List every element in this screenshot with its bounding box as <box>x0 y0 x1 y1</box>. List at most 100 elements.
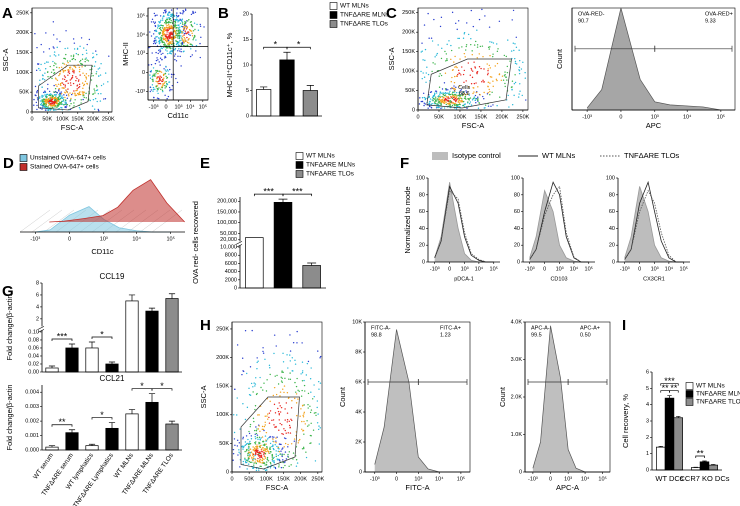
density-dot <box>309 411 312 414</box>
density-dot <box>287 443 289 446</box>
density-dot <box>178 28 181 31</box>
density-dot <box>304 390 306 392</box>
density-dot <box>78 86 81 88</box>
density-dot <box>179 18 181 21</box>
density-dot <box>165 49 167 51</box>
density-dot <box>254 433 256 435</box>
density-dot <box>154 75 156 77</box>
density-dot <box>185 32 188 34</box>
density-dot <box>239 453 241 455</box>
density-dot <box>183 34 185 36</box>
density-dot <box>428 101 431 103</box>
density-dot <box>191 54 193 56</box>
density-dot <box>70 102 72 105</box>
density-dot <box>311 398 314 400</box>
density-dot <box>149 70 152 73</box>
density-dot <box>441 100 443 102</box>
density-dot <box>49 100 52 102</box>
density-dot <box>250 438 253 440</box>
density-dot <box>245 459 248 461</box>
density-dot <box>264 435 267 437</box>
y-tick-label: 0.001 <box>25 433 39 439</box>
density-dot <box>61 100 64 103</box>
density-dot <box>189 34 191 37</box>
density-dot <box>461 66 463 68</box>
density-dot <box>195 39 197 41</box>
density-dot <box>67 61 69 64</box>
density-dot <box>66 47 69 49</box>
density-dot <box>468 103 471 105</box>
density-dot <box>62 62 64 65</box>
y-tick-label: 0 <box>26 109 29 115</box>
density-dot <box>301 428 303 430</box>
density-dot <box>271 453 273 456</box>
density-dot <box>34 94 36 96</box>
density-dot <box>170 9 173 11</box>
density-dot <box>104 98 107 100</box>
y-tick-label: 2.0K <box>511 394 523 400</box>
density-dot <box>507 39 509 41</box>
density-dot <box>514 81 517 84</box>
density-dot <box>256 434 259 436</box>
density-dot <box>437 44 439 46</box>
density-dot <box>449 97 451 99</box>
density-dot <box>459 90 462 92</box>
density-dot <box>175 29 178 32</box>
density-dot <box>307 404 309 406</box>
density-dot <box>149 74 151 76</box>
density-dot <box>155 59 158 62</box>
density-dot <box>155 29 157 31</box>
density-dot <box>439 93 441 95</box>
density-dot <box>180 25 183 28</box>
density-dot <box>180 65 182 67</box>
density-dot <box>518 66 521 68</box>
density-dot <box>80 102 82 104</box>
legend-swatch <box>432 152 448 160</box>
density-dot <box>156 87 158 90</box>
histogram-line <box>624 189 684 263</box>
density-dot <box>246 372 248 375</box>
density-dot <box>284 464 286 467</box>
density-dot <box>441 88 444 90</box>
density-dot <box>86 59 88 61</box>
density-dot <box>72 71 74 73</box>
density-dot <box>247 442 249 445</box>
density-dot <box>46 93 48 96</box>
density-dot <box>262 440 265 443</box>
density-dot <box>49 55 51 57</box>
x-tick-label: 10⁵ <box>199 103 207 110</box>
density-dot <box>273 386 276 389</box>
density-dot <box>72 82 75 85</box>
density-dot <box>83 83 86 86</box>
density-dot <box>496 50 499 53</box>
density-dot <box>81 82 84 84</box>
density-dot <box>165 65 167 68</box>
density-dot <box>307 392 310 395</box>
density-dot <box>482 95 484 98</box>
histogram-line <box>624 180 684 263</box>
density-dot <box>290 418 292 420</box>
density-dot <box>168 86 171 89</box>
density-dot <box>77 53 79 56</box>
bar <box>125 300 139 373</box>
density-dot <box>273 456 275 459</box>
density-dot <box>47 97 50 100</box>
density-dot <box>39 96 41 98</box>
density-dot <box>178 19 180 22</box>
density-dot <box>265 450 267 453</box>
density-dot <box>487 86 489 88</box>
axis-break <box>237 241 243 246</box>
density-dot <box>256 451 259 453</box>
density-dot <box>252 391 254 393</box>
density-dot <box>149 77 152 79</box>
density-dot <box>67 74 69 76</box>
density-dot <box>286 354 288 356</box>
density-dot <box>422 59 424 61</box>
density-dot <box>62 83 65 86</box>
density-dot <box>64 92 66 94</box>
density-dot <box>438 75 440 77</box>
x-tick-label: 10³ <box>100 236 108 242</box>
density-dot <box>64 69 67 72</box>
density-dot <box>301 370 304 372</box>
density-dot <box>55 84 57 86</box>
